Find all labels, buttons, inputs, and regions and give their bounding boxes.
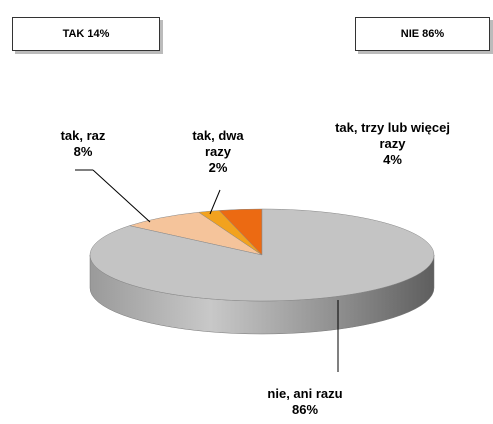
leader-line — [209, 189, 221, 215]
pie-slice — [89, 208, 435, 335]
category-label: tak, raz — [60, 128, 106, 143]
slice-label: nie, ani razu 86% — [240, 386, 370, 418]
category-label: tak, trzy lub więcej razy — [335, 120, 450, 151]
value-label: 86% — [291, 402, 319, 417]
category-label: tak, dwa razy — [192, 128, 244, 159]
leader-line — [92, 169, 151, 223]
value-label: 8% — [73, 144, 93, 159]
slice-top — [89, 208, 435, 302]
value-label: 4% — [383, 152, 402, 167]
annotation-box: TAK 14% — [12, 17, 160, 51]
category-label: nie, ani razu — [267, 386, 343, 401]
slice-label: tak, dwa razy 2% — [188, 128, 248, 176]
slice-label: tak, raz 8% — [48, 128, 118, 160]
slice-label: tak, trzy lub więcej razy 4% — [335, 120, 450, 168]
value-label: 2% — [208, 160, 228, 175]
annotation-box: NIE 86% — [355, 17, 490, 51]
